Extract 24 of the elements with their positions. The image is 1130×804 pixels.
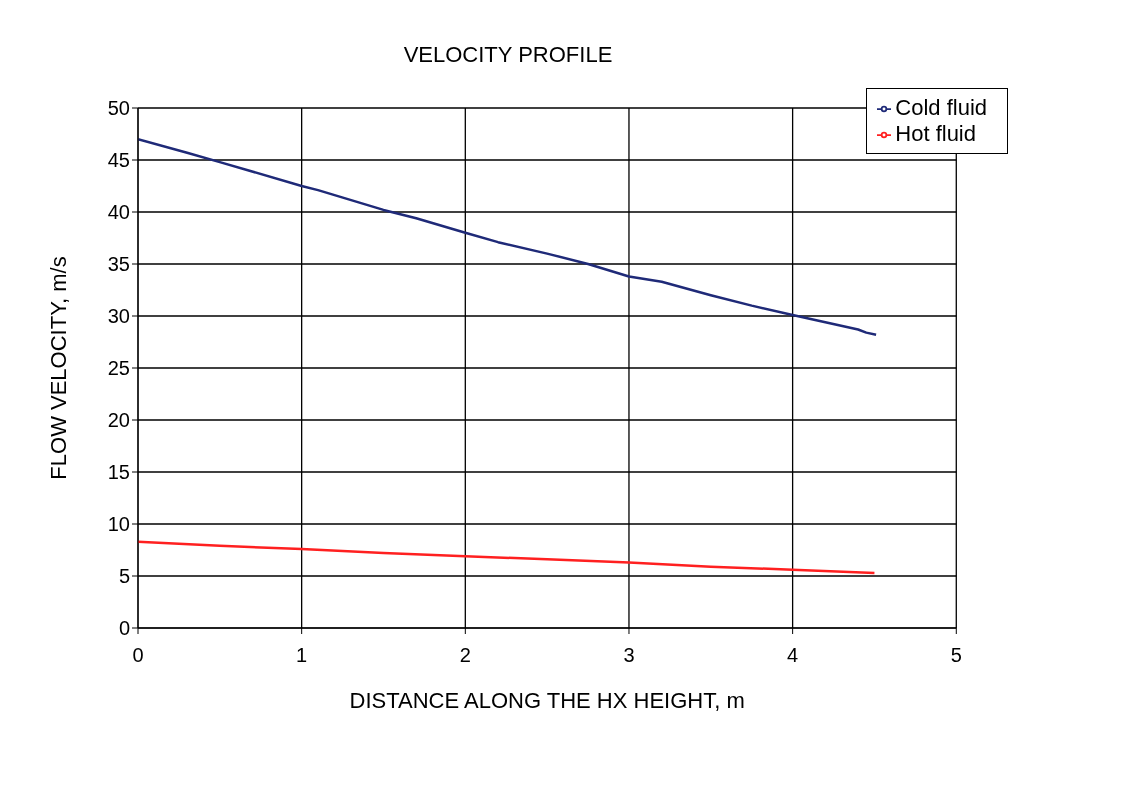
y-tick-label: 10 [107, 513, 130, 536]
chart-title: VELOCITY PROFILE [402, 42, 614, 68]
y-tick-label: 20 [107, 409, 130, 432]
y-tick-label: 40 [107, 201, 130, 224]
legend-label: Cold fluid [895, 95, 987, 120]
y-tick-label: 35 [107, 253, 130, 276]
x-tick-label: 1 [296, 644, 308, 667]
y-tick-label: 30 [107, 305, 130, 328]
y-tick-label: 45 [107, 149, 130, 172]
x-tick-label: 5 [950, 644, 962, 667]
x-tick-label: 0 [132, 644, 144, 667]
legend-label: Hot fluid [895, 121, 976, 146]
y-tick-label: 50 [107, 97, 130, 120]
y-tick-label: 0 [118, 617, 130, 640]
x-axis-title: DISTANCE ALONG THE HX HEIGHT, m [349, 688, 745, 713]
y-axis-title: FLOW VELOCITY, m/s [45, 256, 71, 480]
y-tick-label: 15 [107, 461, 130, 484]
x-tick-label: 2 [459, 644, 471, 667]
y-tick-label: 5 [118, 565, 130, 588]
line-series [138, 540, 876, 575]
line-series [138, 137, 878, 336]
x-tick-label: 4 [787, 644, 799, 667]
x-tick-label: 3 [623, 644, 635, 667]
y-tick-label: 25 [107, 357, 130, 380]
